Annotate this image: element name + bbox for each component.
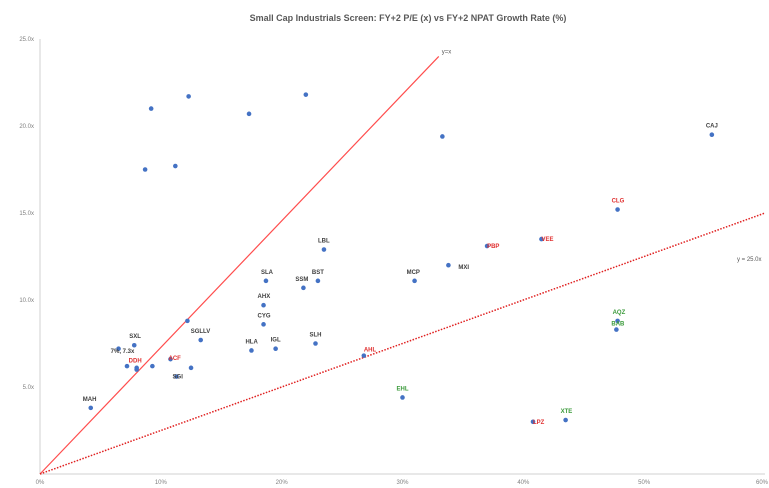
data-point [709, 132, 715, 137]
point-label: MXI [458, 265, 469, 271]
y-tick-label: 10.0x [19, 298, 34, 304]
data-point [88, 405, 94, 411]
point-label: AHX [258, 294, 271, 300]
point-label: XTE [561, 409, 573, 415]
point-label: CAJ [706, 124, 718, 130]
point-label: SGLLV [191, 329, 211, 335]
point-label: MCP [407, 270, 420, 276]
point-label: MAH [83, 397, 97, 403]
trendline [39, 212, 766, 475]
data-point [615, 207, 620, 212]
data-point [530, 419, 536, 425]
point-label: HLA [245, 339, 258, 345]
data-point [261, 322, 266, 327]
data-point [168, 356, 173, 362]
data-point [412, 278, 417, 284]
data-point [615, 318, 620, 324]
point-label: SGI [173, 375, 184, 381]
data-point [185, 318, 190, 324]
point-label: SXL [129, 334, 141, 340]
point-label: LBL [318, 239, 330, 245]
data-point [440, 134, 445, 139]
point-label: SSM [295, 277, 308, 283]
data-point [261, 302, 266, 308]
x-tick-label: 50% [638, 480, 651, 486]
y-tick-label: 5.0x [23, 385, 34, 391]
y-tick-label: 25.0x [19, 37, 34, 43]
data-point [400, 395, 405, 400]
point-label: BST [312, 270, 324, 276]
point-label: LPZ [533, 420, 545, 426]
point-label: EHL [397, 386, 409, 392]
y-tick-label: 15.0x [19, 211, 34, 217]
data-point [301, 285, 306, 291]
point-label: ACF [169, 356, 182, 362]
trendlines: y=x y = 25.0x [39, 49, 766, 475]
data-point [198, 337, 204, 343]
data-point [313, 341, 318, 346]
x-tick-label: 10% [155, 480, 168, 486]
point-label: 7%, 7.3x [111, 349, 135, 355]
point-label: CLG [612, 199, 625, 205]
data-point [131, 342, 137, 348]
data-point [124, 363, 130, 369]
data-point [134, 367, 139, 372]
y-tick-label: 20.0x [19, 124, 34, 130]
trendline-label: y = 25.0x [737, 257, 762, 263]
point-label: IGL [271, 338, 281, 344]
chart-title: Small Cap Industrials Screen: FY+2 P/E (… [250, 13, 567, 23]
point-label: VEE [541, 237, 553, 243]
data-point [361, 353, 367, 358]
data-point [116, 346, 121, 352]
data-points [88, 92, 715, 425]
point-label: PBP [487, 244, 499, 250]
data-point [246, 111, 252, 117]
point-labels: MAH SXL 7%, 7.3x DDH ACF SGI SGLLV HLA AHX CYG SLA… [83, 124, 718, 426]
x-tick-label: 30% [396, 480, 409, 486]
point-label: CYG [258, 313, 271, 319]
data-point [273, 346, 278, 352]
x-tick-label: 0% [36, 480, 45, 486]
point-label: DDH [129, 359, 142, 365]
data-point [446, 262, 451, 268]
trendline [39, 55, 440, 475]
data-point [614, 327, 619, 332]
data-point [249, 348, 254, 353]
data-point [142, 167, 148, 172]
point-label: BAB [611, 322, 625, 328]
point-label: AQZ [613, 310, 626, 316]
axes: 0% 10% 20% 30% 40% 50% 60% 5.0x 10.0x 15.0x 20.0x 2… [19, 37, 768, 486]
data-point [539, 236, 544, 242]
data-point [174, 374, 179, 379]
data-point [321, 247, 327, 252]
point-label: AHL [364, 348, 377, 354]
data-point [150, 363, 155, 369]
data-point [188, 365, 194, 371]
data-point [148, 106, 154, 111]
data-point [484, 243, 490, 249]
x-tick-label: 20% [276, 480, 289, 486]
point-label: SLA [261, 270, 274, 276]
point-label: SLH [310, 333, 322, 339]
x-tick-label: 60% [756, 480, 769, 486]
data-point [186, 94, 191, 99]
data-point [263, 278, 269, 284]
trendline-label: y=x [442, 49, 452, 55]
data-point [173, 163, 178, 169]
data-point [303, 92, 309, 97]
data-point [315, 278, 321, 284]
data-point [563, 417, 568, 423]
x-tick-label: 40% [517, 480, 530, 486]
